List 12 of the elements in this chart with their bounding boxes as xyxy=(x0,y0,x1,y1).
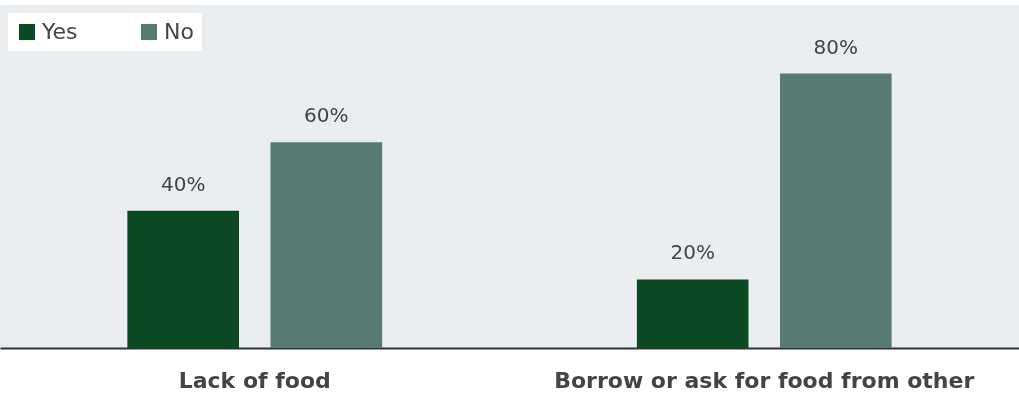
data-label: 40% xyxy=(160,171,206,196)
data-label: 80% xyxy=(813,34,859,59)
bar xyxy=(636,279,749,348)
legend-label: No xyxy=(164,19,194,44)
x-tick-label: Borrow or ask for food from other xyxy=(554,367,975,393)
bar xyxy=(270,142,383,348)
x-tick-label: Lack of food xyxy=(178,367,331,393)
data-label: 20% xyxy=(670,240,715,265)
bar xyxy=(779,73,892,348)
legend-label: Yes xyxy=(41,19,78,44)
bar xyxy=(127,210,240,348)
data-label: 60% xyxy=(304,103,349,128)
